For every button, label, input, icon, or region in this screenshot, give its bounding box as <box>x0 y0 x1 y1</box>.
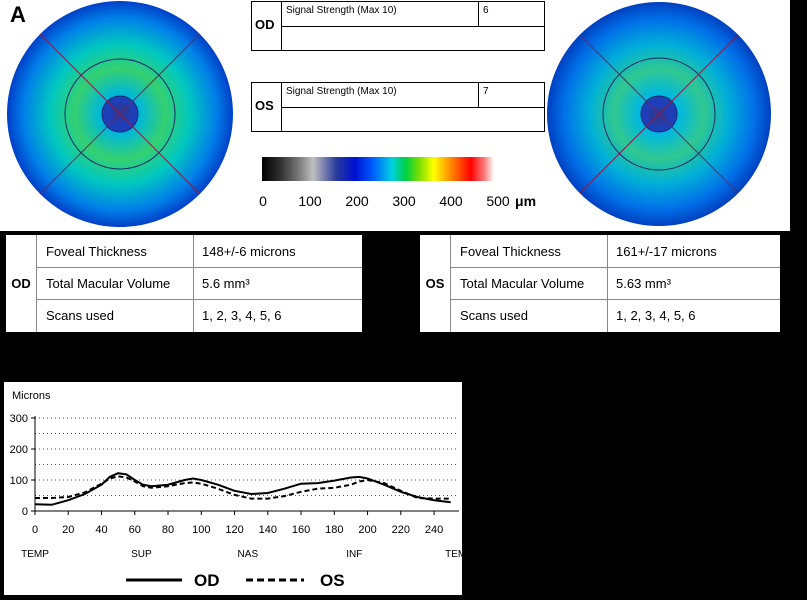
region-label: INF <box>346 549 362 560</box>
color-scale-tick: 400 <box>439 193 463 209</box>
x-tick-label: 240 <box>425 524 443 536</box>
region-label: TEMP <box>21 549 49 560</box>
y-axis-label: Microns <box>12 390 51 402</box>
thickness-map-panel: A <box>0 0 790 231</box>
color-scale-tick: 100 <box>298 193 322 209</box>
od-scans-used-value: 1, 2, 3, 4, 5, 6 <box>202 308 282 323</box>
od-signal-eye-label: OD <box>255 17 275 32</box>
table-row: Total Macular Volume 5.63 mm³ <box>451 267 780 300</box>
color-scale-tick: 300 <box>392 193 416 209</box>
od-foveal-thickness-value: 148+/-6 microns <box>202 244 296 259</box>
od-signal-label: Signal Strength (Max 10) <box>286 5 397 16</box>
y-tick-label: 300 <box>10 413 28 425</box>
od-macular-volume-label: Total Macular Volume <box>46 276 171 291</box>
od-table-eye-label: OD <box>6 235 37 332</box>
x-tick-label: 120 <box>225 524 243 536</box>
x-tick-label: 180 <box>325 524 343 536</box>
x-tick-label: 160 <box>292 524 310 536</box>
os-foveal-thickness-value: 161+/-17 microns <box>616 244 717 259</box>
os-signal-value: 7 <box>483 86 489 97</box>
table-row: Scans used 1, 2, 3, 4, 5, 6 <box>451 299 780 332</box>
x-tick-label: 200 <box>358 524 376 536</box>
color-scale-unit: μm <box>515 193 537 209</box>
os-macular-volume-value: 5.63 mm³ <box>616 276 671 291</box>
os-table-eye-label: OS <box>420 235 451 332</box>
table-row: Foveal Thickness 148+/-6 microns <box>37 235 362 268</box>
od-foveal-thickness-label: Foveal Thickness <box>46 244 147 259</box>
os-macular-volume-label: Total Macular Volume <box>460 276 585 291</box>
os-foveal-thickness-label: Foveal Thickness <box>460 244 561 259</box>
y-tick-label: 100 <box>10 475 28 487</box>
os-thickness-map <box>547 2 771 226</box>
thickness-profile-svg: Microns 0 100 200 300 0 20 40 60 80 100 120 140 160 18… <box>10 390 474 590</box>
panel-label: A <box>10 2 26 27</box>
color-scale-tick: 500 <box>486 193 510 209</box>
x-tick-label: 40 <box>95 524 107 536</box>
od-summary-table: OD Foveal Thickness 148+/-6 microns Tota… <box>6 235 362 332</box>
y-tick-label: 200 <box>10 444 28 456</box>
series-line-od <box>34 472 451 506</box>
x-tick-label: 80 <box>162 524 174 536</box>
thickness-profile-chart: Microns 0 100 200 300 0 20 40 60 80 100 120 140 160 18… <box>4 382 474 595</box>
os-signal-label: Signal Strength (Max 10) <box>286 86 397 97</box>
x-tick-label: 20 <box>62 524 74 536</box>
color-scale-tick: 200 <box>345 193 369 209</box>
os-scans-used-label: Scans used <box>460 308 528 323</box>
y-tick-label: 0 <box>22 506 28 518</box>
color-scale-tick: 0 <box>259 193 267 209</box>
os-summary-table: OS Foveal Thickness 161+/-17 microns Tot… <box>420 235 780 332</box>
os-signal-strength-box: OS Signal Strength (Max 10) 7 <box>251 82 545 132</box>
legend-label-os: OS <box>320 571 345 590</box>
x-tick-label: 60 <box>129 524 141 536</box>
os-scans-used-value: 1, 2, 3, 4, 5, 6 <box>616 308 696 323</box>
od-signal-strength-box: OD Signal Strength (Max 10) 6 <box>251 1 545 51</box>
od-scans-used-label: Scans used <box>46 308 114 323</box>
table-row: Total Macular Volume 5.6 mm³ <box>37 267 362 300</box>
table-row: Foveal Thickness 161+/-17 microns <box>451 235 780 268</box>
thickness-color-scale <box>262 157 494 181</box>
legend-label-od: OD <box>194 571 220 590</box>
x-tick-label: 100 <box>192 524 210 536</box>
table-row: Scans used 1, 2, 3, 4, 5, 6 <box>37 299 362 332</box>
od-macular-volume-value: 5.6 mm³ <box>202 276 250 291</box>
x-tick-label: 140 <box>259 524 277 536</box>
x-tick-label: 220 <box>392 524 410 536</box>
series-line-os <box>35 475 451 500</box>
os-signal-eye-label: OS <box>255 98 274 113</box>
region-label: NAS <box>238 549 259 560</box>
od-signal-value: 6 <box>483 5 489 16</box>
region-label: SUP <box>131 549 152 560</box>
region-label: TEMP <box>445 549 462 560</box>
od-thickness-map <box>7 1 233 227</box>
x-tick-label: 0 <box>32 524 38 536</box>
